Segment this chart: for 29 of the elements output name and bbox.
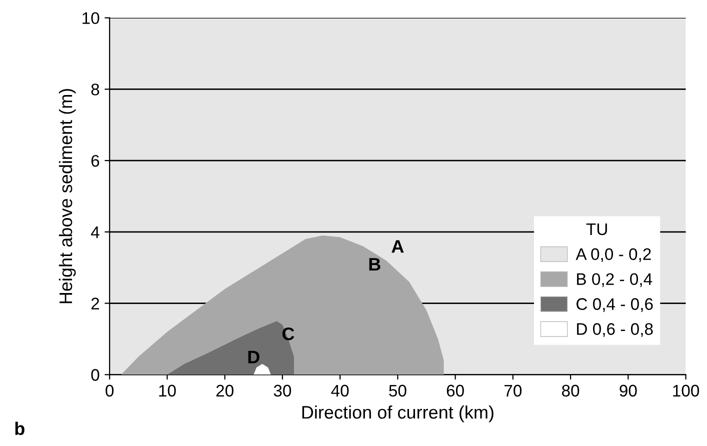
annotation: B	[369, 258, 380, 270]
y-tick-label: 8	[91, 84, 100, 96]
y-axis-title: Height above sediment (m)	[58, 88, 76, 304]
annotation: D	[248, 350, 260, 364]
y-tick-label: 10	[82, 12, 100, 24]
x-tick-label: 50	[389, 384, 406, 397]
x-tick-label: 30	[274, 384, 292, 397]
y-tick-label: 2	[91, 298, 100, 310]
x-tick-label: 20	[216, 384, 234, 397]
legend-label: D 0,6 - 0,8	[577, 323, 653, 337]
legend-label: B 0,2 - 0,4	[577, 273, 652, 287]
annotation: C	[282, 327, 294, 340]
x-tick-label: 70	[504, 384, 522, 397]
x-tick-label: 10	[159, 384, 176, 397]
legend-label: C 0,4 - 0,6	[576, 298, 653, 312]
y-tick-label: 6	[91, 154, 100, 167]
x-tick-label: 80	[562, 384, 580, 397]
legend-title: TU	[586, 223, 607, 236]
x-tick-label: 40	[331, 384, 349, 397]
y-tick-label: 4	[90, 226, 100, 238]
annotation: A	[392, 240, 404, 253]
x-axis-title: Direction of current (km)	[302, 405, 494, 422]
text: b	[15, 422, 24, 436]
band-label: A 0,0 - 0,2	[576, 248, 651, 262]
x-tick-label: 60	[446, 384, 464, 397]
x-tick-label: 0	[106, 384, 114, 397]
x-tick-label: 90	[620, 384, 637, 397]
x-tick-label: 100	[673, 384, 700, 397]
y-tick-label: 0	[91, 369, 100, 381]
